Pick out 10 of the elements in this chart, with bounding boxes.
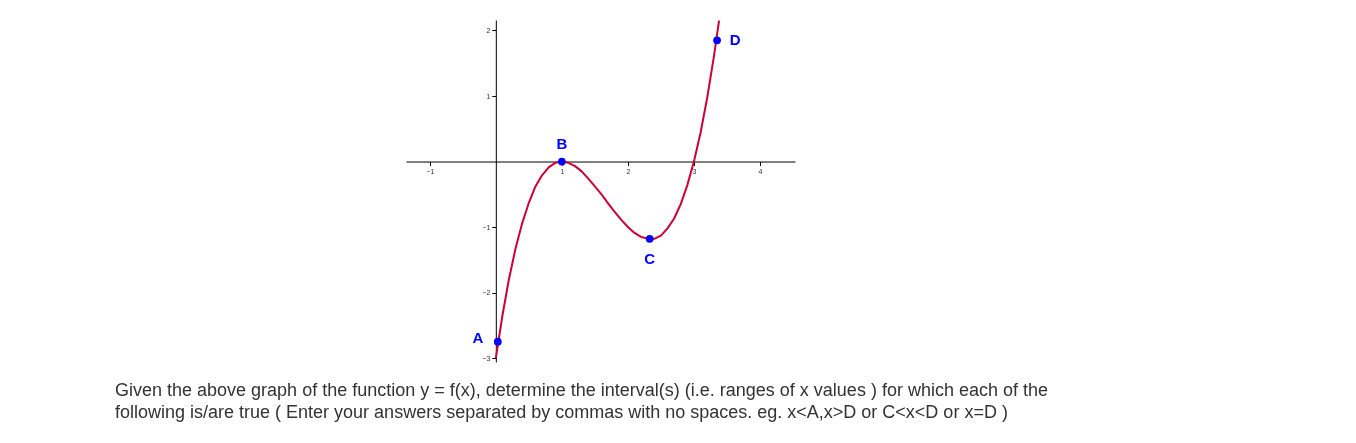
point xyxy=(645,234,654,243)
annotation: B xyxy=(556,134,568,152)
point xyxy=(713,36,721,45)
annotation: C xyxy=(644,249,656,267)
line-series xyxy=(494,20,721,360)
annotation: D xyxy=(729,31,741,49)
annotation: A xyxy=(472,328,484,346)
point xyxy=(557,157,566,166)
point xyxy=(493,337,502,346)
text: Given the above graph of the function y = f(x), determine the interval(s) (i.e. ranges of x values ) for which each of the following is/are true ( Enter your answers separated by commas with no spaces. eg. x<A,x>D or C<x<D or x=D ) xyxy=(115,380,1048,422)
